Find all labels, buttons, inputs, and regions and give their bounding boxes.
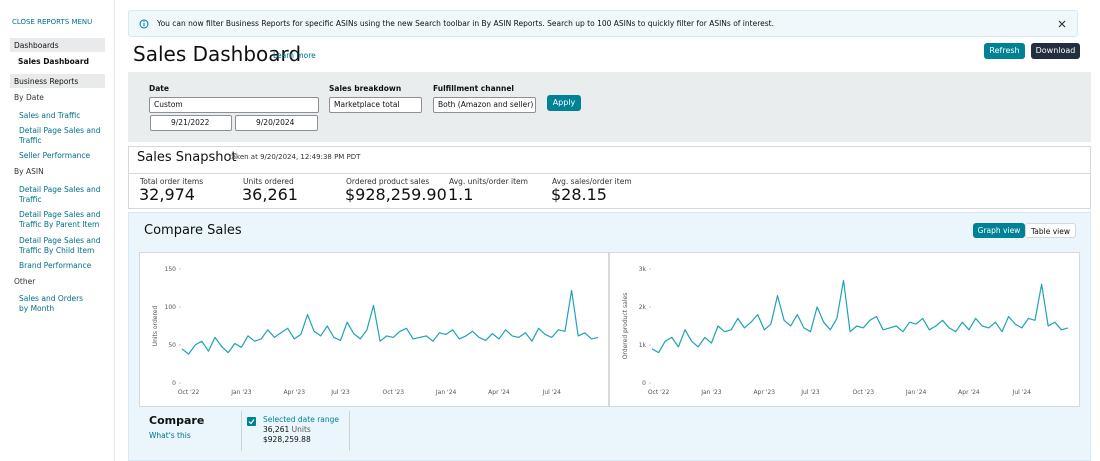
snapshot-title: Sales Snapshot xyxy=(137,150,237,165)
banner-text: You can now filter Business Reports for … xyxy=(157,19,774,28)
x-tick-label: Oct '22 xyxy=(178,389,200,396)
nav-link[interactable]: Detail Page Sales and Traffic By Parent … xyxy=(19,210,101,230)
sales-chart: Ordered product sales 0 1k 2k 3k Oct '22 Jan '… xyxy=(609,252,1080,407)
y-tick-label: 2k xyxy=(639,304,647,311)
x-tick-label: Jul '24 xyxy=(1012,389,1032,396)
fulfillment-select[interactable]: Both (Amazon and seller) xyxy=(433,97,536,113)
metric-value: 32,974 xyxy=(139,185,195,204)
compare-panel: Compare Sales Graph view Table view Unit… xyxy=(128,212,1091,461)
metric-value: 1.1 xyxy=(448,185,473,204)
business-reports-head: Business Reports xyxy=(10,74,105,88)
nav-link[interactable]: Seller Performance xyxy=(19,151,101,161)
x-tick-label: Jan '23 xyxy=(230,389,252,396)
y-tick-label: 0 xyxy=(642,380,646,387)
y-tick-label: 50 xyxy=(168,342,176,349)
divider xyxy=(129,173,1090,174)
date-select[interactable]: Custom xyxy=(149,97,319,113)
compare-title: Compare Sales xyxy=(144,223,242,238)
x-tick-label: Oct '23 xyxy=(383,389,405,396)
nav-link[interactable]: Brand Performance xyxy=(19,261,101,271)
table-view-tab[interactable]: Table view xyxy=(1025,223,1076,238)
sales-value: $928,259.88 xyxy=(263,435,311,444)
x-tick-label: Jan '23 xyxy=(700,389,722,396)
x-tick-label: Oct '23 xyxy=(853,389,875,396)
divider xyxy=(241,411,242,451)
metric-value: 36,261 xyxy=(242,185,298,204)
end-date[interactable]: 9/20/2024 xyxy=(235,115,318,131)
x-tick-label: Jul '23 xyxy=(800,389,820,396)
units-value: 36,261 Units xyxy=(263,425,311,434)
y-tick-label: 1k xyxy=(639,342,647,349)
filter-label: Fulfillment channel xyxy=(433,84,514,93)
units-chart: Units ordered 0 50 100 150 Oct '22 Jan '23 Apr … xyxy=(139,252,609,407)
x-tick-label: Apr '23 xyxy=(283,389,305,396)
metric-value: $28.15 xyxy=(551,185,607,204)
filter-panel: Date Custom 9/21/2022 9/20/2024 Sales br… xyxy=(128,72,1091,142)
section-head: By ASIN xyxy=(14,167,44,176)
learn-more[interactable]: Learn more xyxy=(273,51,316,60)
whats-this[interactable]: What's this xyxy=(149,431,191,440)
x-tick-label: Apr '24 xyxy=(958,389,980,396)
sidebar: CLOSE REPORTS MENU Dashboards Sales Dash… xyxy=(0,0,115,461)
y-tick-label: 150 xyxy=(165,266,177,273)
close-banner[interactable] xyxy=(1058,20,1066,28)
nav-link[interactable]: Detail Page Sales and Traffic xyxy=(19,126,101,146)
info-banner: You can now filter Business Reports for … xyxy=(128,10,1078,37)
info-icon xyxy=(139,19,149,29)
graph-view-tab[interactable]: Graph view xyxy=(973,223,1025,238)
units-label: Units xyxy=(292,425,311,434)
section-head: Other xyxy=(14,277,35,286)
compare-heading: Compare xyxy=(149,414,204,427)
units-number: 36,261 xyxy=(263,425,289,434)
x-tick-label: Oct '22 xyxy=(648,389,670,396)
y-tick-label: 3k xyxy=(639,266,647,273)
x-tick-label: Jan '24 xyxy=(905,389,927,396)
filter-label: Date xyxy=(149,84,169,93)
close-menu[interactable]: CLOSE REPORTS MENU xyxy=(12,18,92,26)
refresh-button[interactable]: Refresh xyxy=(984,43,1025,59)
filter-label: Sales breakdown xyxy=(329,84,401,93)
data-line xyxy=(182,290,598,354)
download-button[interactable]: Download xyxy=(1031,43,1080,59)
nav-link[interactable]: Detail Page Sales and Traffic xyxy=(19,185,101,205)
x-tick-label: Jul '24 xyxy=(542,389,562,396)
section-head: By Date xyxy=(14,93,44,102)
dashboards-head: Dashboards xyxy=(10,38,105,52)
range-label: Selected date range xyxy=(263,415,339,424)
x-tick-label: Apr '24 xyxy=(488,389,510,396)
y-tick-label: 100 xyxy=(165,304,177,311)
sales-dashboard-link[interactable]: Sales Dashboard xyxy=(18,57,89,66)
data-line xyxy=(652,280,1068,352)
start-date[interactable]: 9/21/2022 xyxy=(150,115,232,131)
checkbox[interactable] xyxy=(247,417,256,426)
divider xyxy=(349,411,350,451)
nav-link[interactable]: Sales and Orders by Month xyxy=(19,294,94,314)
nav-link[interactable]: Sales and Traffic xyxy=(19,111,101,121)
nav-link[interactable]: Detail Page Sales and Traffic By Child I… xyxy=(19,236,101,256)
y-axis-label: Units ordered xyxy=(152,306,159,347)
x-tick-label: Jan '24 xyxy=(435,389,457,396)
snapshot-time: taken at 9/20/2024, 12:49:38 PM PDT xyxy=(229,153,360,161)
x-tick-label: Jul '23 xyxy=(330,389,350,396)
y-tick-label: 0 xyxy=(172,380,176,387)
metric-value: $928,259.90 xyxy=(345,185,447,204)
y-axis-label: Ordered product sales xyxy=(622,293,629,360)
snapshot-panel: Sales Snapshot taken at 9/20/2024, 12:49… xyxy=(128,146,1091,209)
x-tick-label: Apr '23 xyxy=(753,389,775,396)
apply-button[interactable]: Apply xyxy=(547,95,581,111)
breakdown-select[interactable]: Marketplace total xyxy=(329,97,422,113)
